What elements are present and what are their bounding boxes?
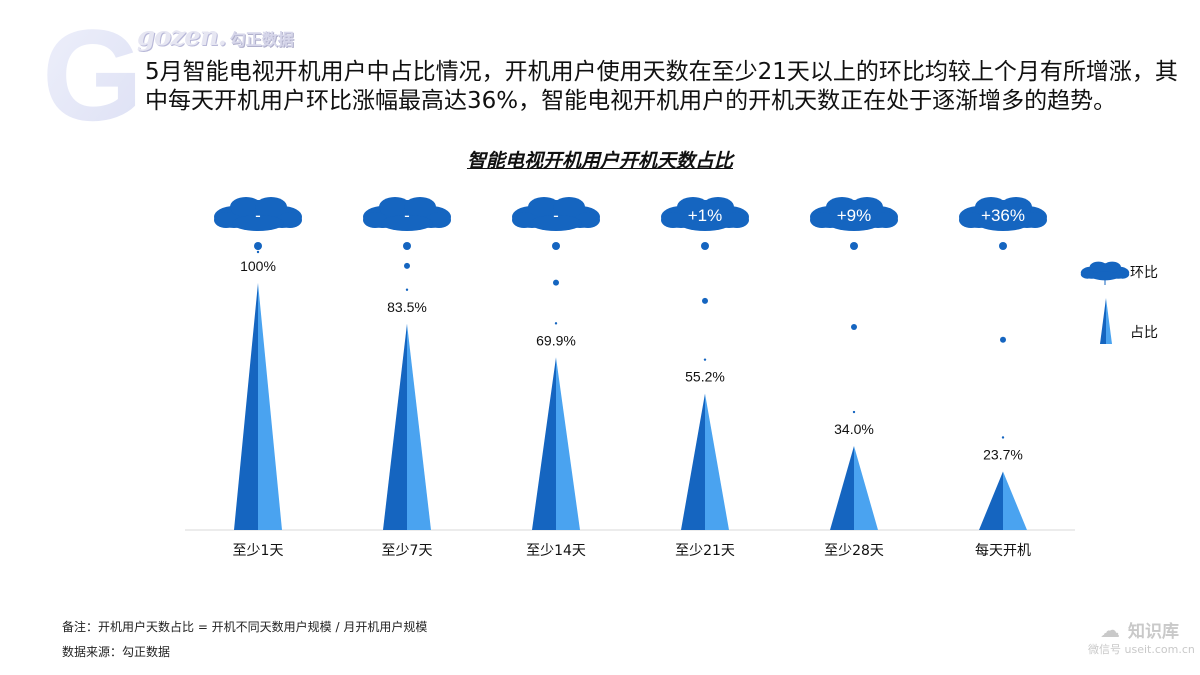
cone-bar-right-6 <box>1003 471 1027 530</box>
bubble-dot <box>404 262 410 269</box>
value-label: 83.5% <box>387 299 427 315</box>
x-tick-label: 至少14天 <box>526 543 586 559</box>
legend-share-icon-left <box>1100 298 1106 344</box>
watermark: ☁ 知识库 微信号 useit.com.cn <box>1088 613 1198 663</box>
chart-title: 智能电视开机用户开机天数占比 <box>466 150 733 172</box>
mom-label: - <box>553 206 559 225</box>
mom-cloud-1 <box>214 197 302 231</box>
bubble-dot <box>999 242 1007 250</box>
legend-label-share: 占比 <box>1130 325 1158 341</box>
x-tick-label: 每天开机 <box>975 543 1031 559</box>
logo-text: gozen. <box>137 22 227 52</box>
cone-bar-right-3 <box>556 357 580 530</box>
bubble-dot <box>850 242 858 250</box>
bubble-dot <box>552 242 560 250</box>
x-tick-label: 至少7天 <box>382 543 433 559</box>
value-label: 34.0% <box>834 421 874 437</box>
mom-label: +36% <box>981 206 1025 225</box>
cone-bar-right-4 <box>705 393 729 530</box>
cone-bar-left-4 <box>681 393 705 530</box>
bubble-dot <box>702 297 708 304</box>
mom-cloud-3 <box>512 197 600 231</box>
mom-cloud-4 <box>661 197 749 231</box>
value-label: 55.2% <box>685 369 725 385</box>
bubble-dot <box>701 242 709 250</box>
bubble-dot <box>1000 336 1006 343</box>
mom-cloud-2 <box>363 197 451 231</box>
cone-bar-left-6 <box>979 471 1003 530</box>
footnote-source: 数据来源：勾正数据 <box>62 645 171 659</box>
company-logo: gozen. 勾正数据 <box>137 22 294 52</box>
x-tick-label: 至少28天 <box>824 543 884 559</box>
legend-label-mom: 环比 <box>1130 265 1158 281</box>
mom-label: +9% <box>837 206 872 225</box>
cone-bar-right-5 <box>854 446 878 530</box>
watermark-account: 微信号 useit.com.cn <box>1088 643 1195 656</box>
bubble-dot <box>403 242 411 250</box>
bubble-dot <box>1001 436 1005 439</box>
description-text: 5月智能电视开机用户中占比情况，开机用户使用天数在至少21天以上的环比均较上个月… <box>145 59 1178 114</box>
mom-label: - <box>255 206 261 225</box>
cone-bar-left-2 <box>383 323 407 530</box>
x-tick-label: 至少21天 <box>675 543 735 559</box>
value-label: 23.7% <box>983 446 1023 462</box>
bubble-dot <box>554 322 558 325</box>
brand-letter: G <box>42 12 143 132</box>
bubble-dot <box>851 324 857 331</box>
bubble-dot <box>703 358 707 361</box>
bubble-dot <box>852 410 856 414</box>
mom-label: +1% <box>688 206 723 225</box>
legend-mom-icon <box>1080 261 1130 281</box>
cone-bar-left-5 <box>830 446 854 530</box>
cone-bar-left-3 <box>532 357 556 530</box>
cone-bar-left-1 <box>234 283 258 530</box>
x-tick-label: 至少1天 <box>233 543 284 559</box>
mom-cloud-5 <box>810 197 898 231</box>
legend-share-icon-right <box>1106 298 1112 344</box>
bubble-dot <box>255 244 261 250</box>
brand-letter-g: G <box>42 12 143 132</box>
value-label: 100% <box>240 258 276 274</box>
bubble-dot <box>405 288 409 291</box>
mom-cloud-6 <box>959 197 1047 231</box>
footnote-remark: 备注：开机用户天数占比 = 开机不同天数用户规模 / 月开机用户规模 <box>62 620 428 634</box>
wechat-icon: ☁ <box>1100 618 1120 642</box>
bubble-dot <box>553 279 559 286</box>
logo-text-cn: 勾正数据 <box>229 30 294 49</box>
bubble-dot <box>256 250 260 254</box>
cone-bar-right-1 <box>258 283 282 530</box>
cone-bar-right-2 <box>407 323 431 530</box>
mom-label: - <box>404 206 410 225</box>
value-label: 69.9% <box>536 332 576 348</box>
watermark-name: 知识库 <box>1128 622 1179 642</box>
